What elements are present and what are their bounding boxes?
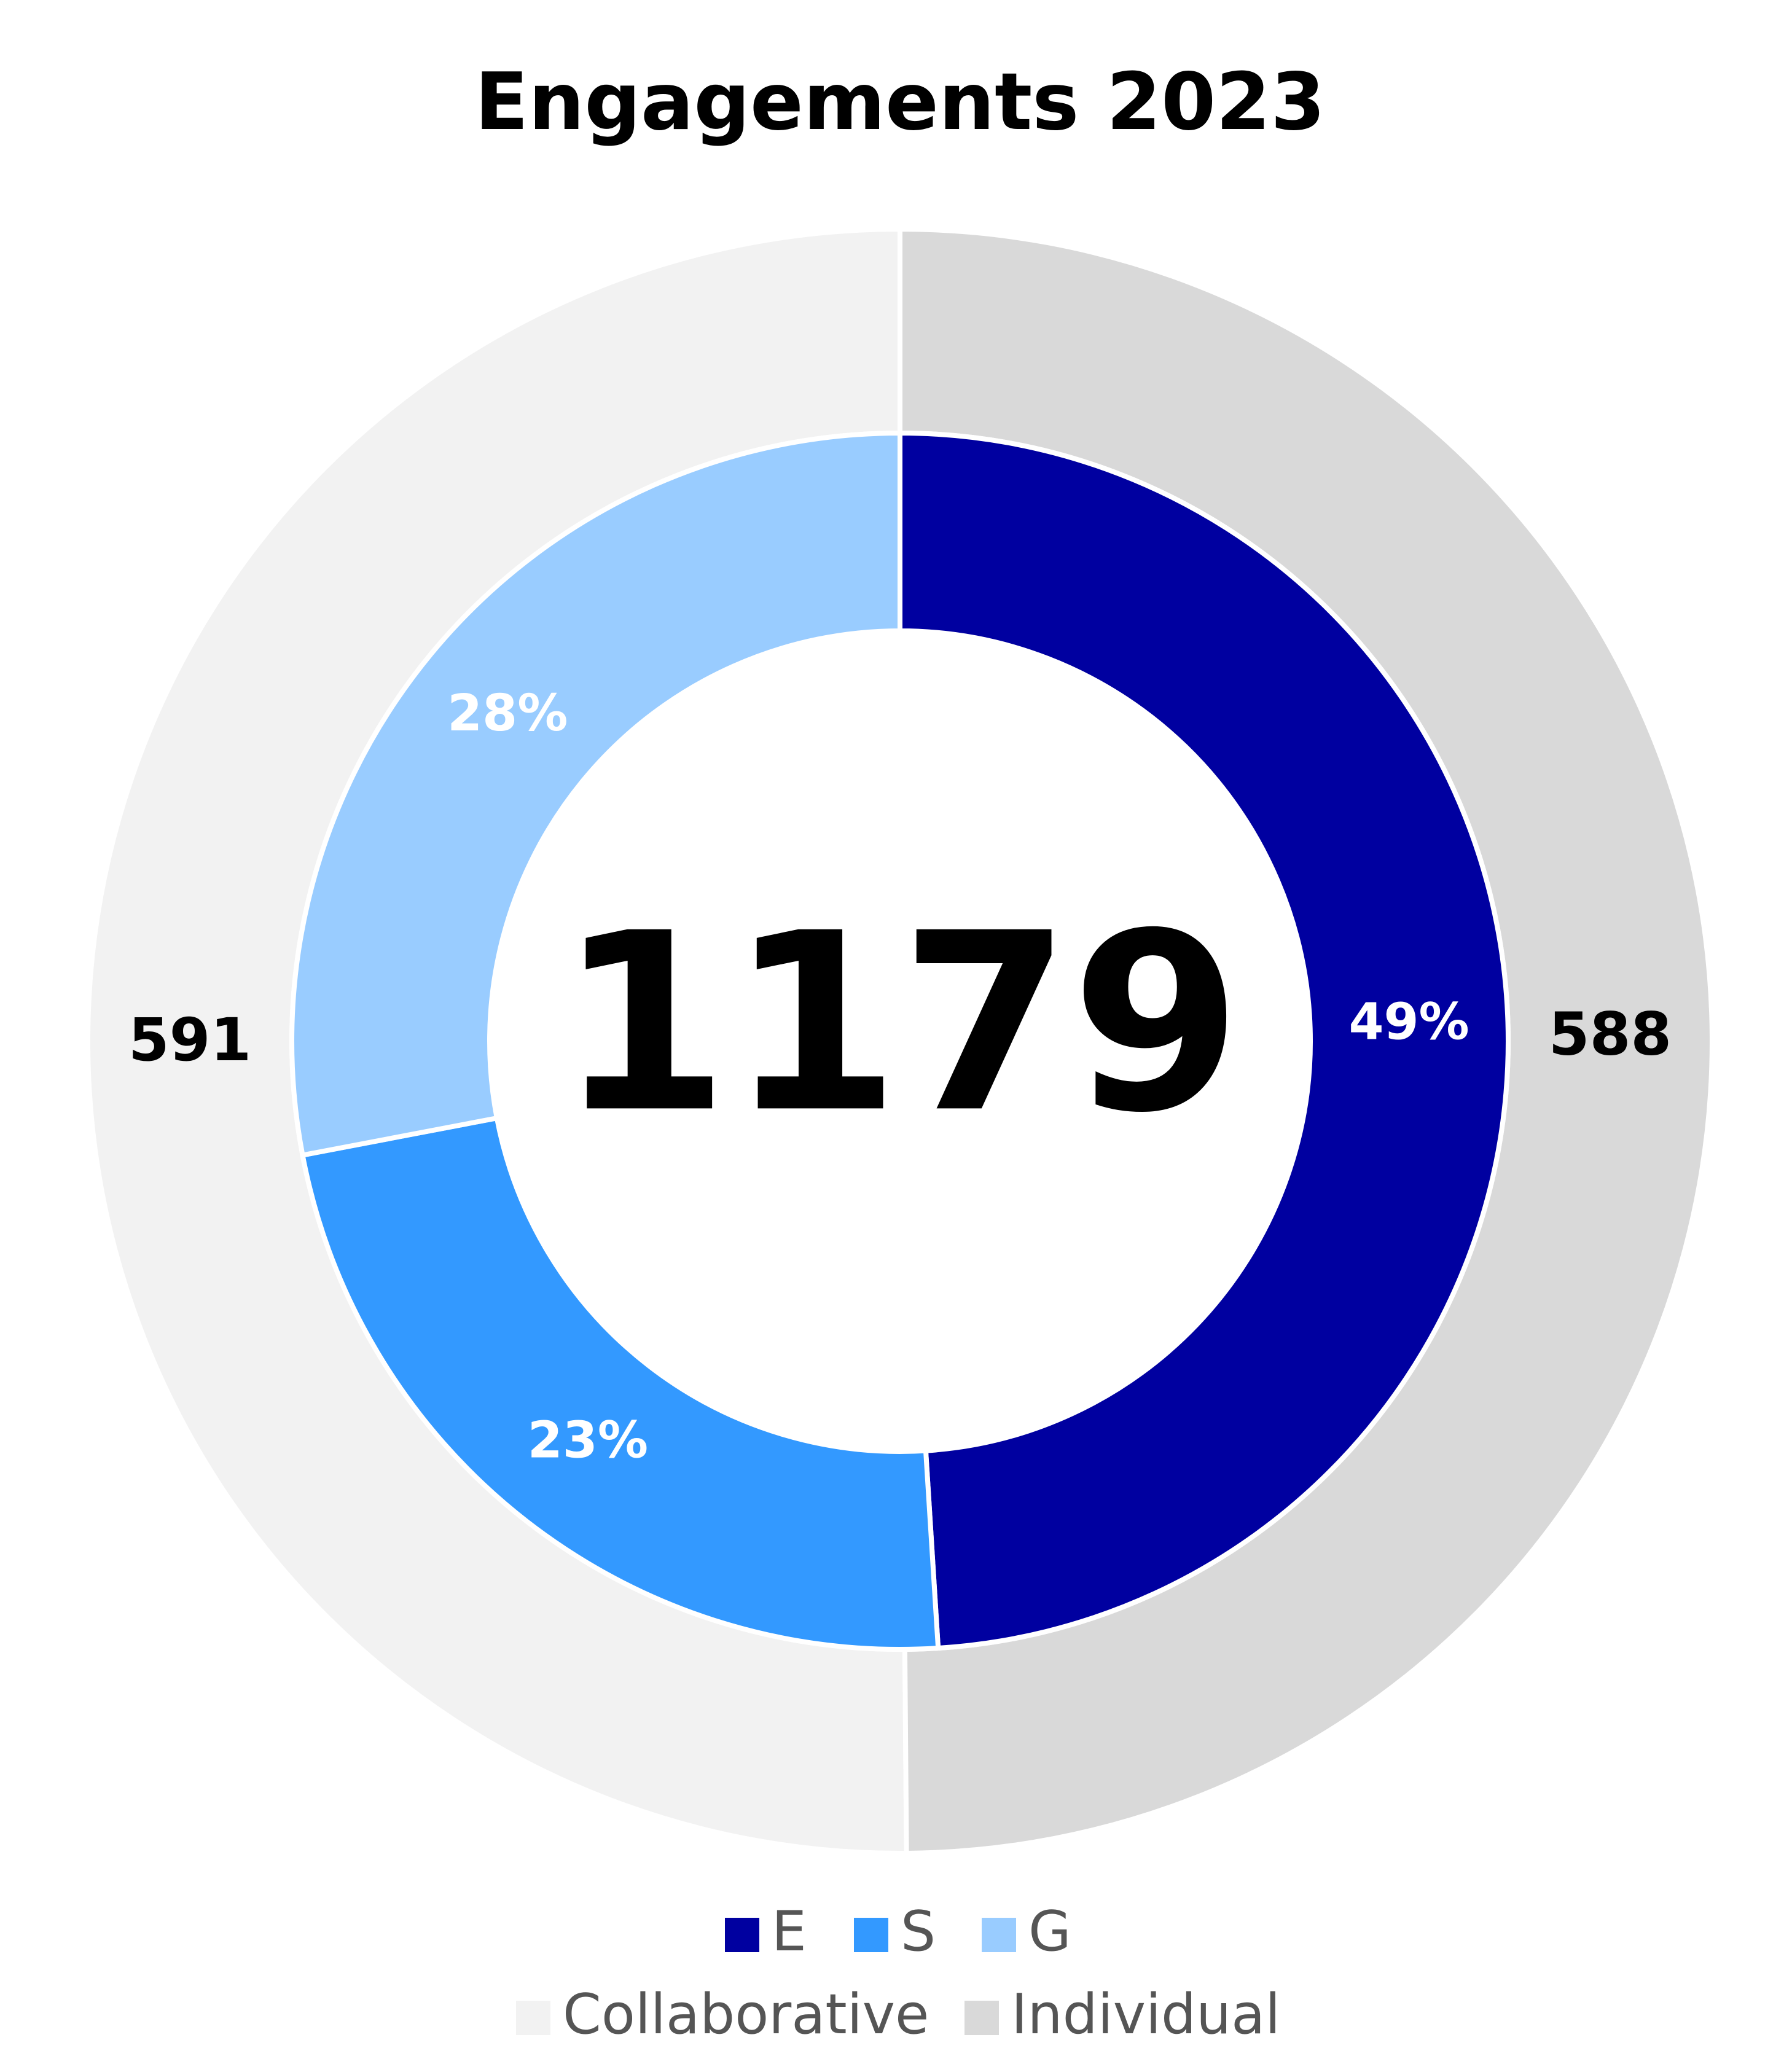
outer-value-label: 591	[128, 1006, 251, 1074]
legend-label: Collaborative	[563, 1982, 929, 2047]
legend-label: Individual	[1011, 1982, 1280, 2047]
inner-slice	[289, 430, 902, 1159]
legend-swatch	[982, 1918, 1016, 1952]
inner-slice	[898, 430, 1511, 1651]
legend-label: G	[1028, 1899, 1071, 1964]
inner-value-label: 28%	[447, 684, 568, 743]
legend-swatch	[964, 2001, 999, 2035]
inner-slice	[299, 1115, 941, 1652]
outer-value-label: 588	[1549, 1000, 1672, 1069]
legend-label: S	[901, 1899, 936, 1964]
legend-swatch	[516, 2001, 550, 2035]
inner-value-label: 49%	[1348, 993, 1469, 1051]
legend-label: E	[772, 1899, 807, 1964]
chart-title: Engagements 2023	[475, 57, 1326, 148]
legend-swatch	[854, 1918, 888, 1952]
inner-value-label: 23%	[528, 1411, 648, 1469]
center-label: 1179	[558, 881, 1242, 1167]
legend-swatch	[725, 1918, 759, 1952]
